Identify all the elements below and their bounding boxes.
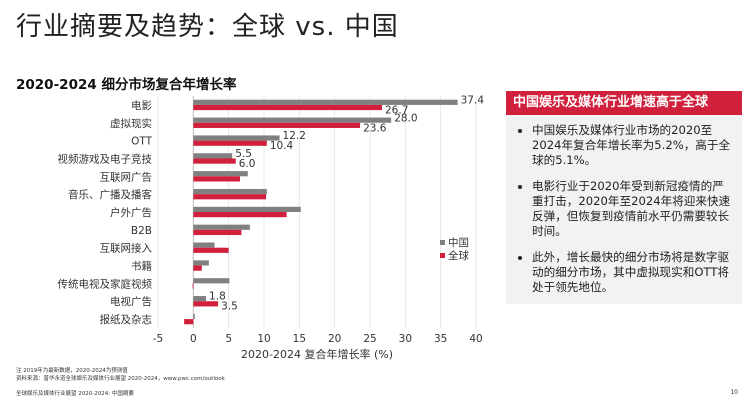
data-label: 12.2 — [283, 130, 306, 142]
category-label: 视频游戏及电子竞技 — [58, 152, 153, 165]
data-label: 23.6 — [363, 122, 387, 134]
bar-china — [193, 188, 267, 195]
page-title: 行业摘要及趋势：全球 vs. 中国 — [16, 12, 399, 42]
category-label: 互联网广告 — [100, 170, 153, 183]
bar-global — [193, 104, 383, 111]
data-label: 3.5 — [221, 301, 238, 313]
category-label: 电视广告 — [110, 295, 152, 308]
category-label: 电影 — [131, 99, 152, 112]
panel-bullet: 电影行业于2020年受到新冠疫情的严重打击，2020年至2024年将迎来快速反弹… — [532, 179, 734, 239]
data-label: 10.4 — [270, 140, 294, 152]
category-label: 传统电视及家庭视频 — [58, 277, 153, 290]
bar-china — [193, 206, 301, 212]
bar-global — [193, 212, 287, 218]
category-label: 户外广告 — [110, 206, 152, 219]
bar-global — [193, 194, 267, 200]
panel-bullet-list: 中国娱乐及媒体行业市场的2020至2024年复合年增长率为5.2%，高于全球的5… — [506, 123, 742, 295]
panel-heading: 中国娱乐及媒体行业增速高于全球 — [506, 91, 742, 115]
category-label: B2B — [131, 225, 152, 237]
legend-label: 中国 — [448, 236, 469, 249]
category-label: 书籍 — [131, 260, 152, 273]
bar-china — [193, 117, 392, 123]
bar-china — [193, 99, 458, 105]
legend-swatch-china — [440, 240, 445, 245]
x-tick-label: 25 — [363, 333, 376, 345]
bar-global — [193, 229, 242, 236]
x-axis-label: 2020-2024 复合年增长率 (%) — [241, 347, 393, 361]
data-label: 1.8 — [209, 291, 226, 303]
data-label: 6.0 — [239, 158, 256, 170]
bar-china — [193, 313, 195, 320]
x-tick-label: 30 — [399, 333, 412, 345]
legend-label: 全球 — [448, 249, 469, 262]
x-tick-label: 15 — [293, 333, 306, 345]
panel-bullet: 中国娱乐及媒体行业市场的2020至2024年复合年增长率为5.2%，高于全球的5… — [532, 123, 734, 168]
bar-china — [193, 278, 230, 284]
bar-global — [193, 158, 236, 164]
bar-global — [193, 265, 202, 271]
bar-global — [192, 283, 194, 289]
data-label: 26.7 — [385, 104, 408, 116]
x-tick-label: 35 — [434, 333, 447, 345]
bar-global — [193, 140, 267, 146]
category-label: 虚拟现实 — [110, 117, 152, 130]
category-label: 报纸及杂志 — [100, 313, 153, 326]
bar-china — [193, 260, 209, 266]
x-tick-label: 20 — [328, 333, 341, 345]
chart-title: 2020-2024 细分市场复合年增长率 — [16, 77, 237, 93]
bar-global — [193, 176, 240, 182]
footnote-note: 注 2019年为最新数据，2020-2024为预测值 — [16, 368, 128, 374]
bar-china — [193, 135, 280, 141]
data-label: 5.5 — [235, 148, 252, 160]
bar-global — [193, 301, 219, 307]
x-tick-label: 0 — [190, 333, 197, 345]
bar-china — [193, 224, 250, 230]
bar-china — [193, 242, 215, 248]
panel-bullet: 此外，增长最快的细分市场将是数字驱动的细分市场，其中虚拟现实和OTT将处于领先地… — [532, 250, 734, 295]
bar-global — [193, 122, 361, 128]
x-tick-label: 40 — [469, 333, 482, 345]
x-tick-label: -5 — [153, 333, 163, 345]
category-label: OTT — [131, 136, 152, 148]
category-label: 互联网接入 — [100, 242, 153, 255]
data-label: 28.0 — [394, 112, 417, 124]
legend-swatch-global — [440, 253, 445, 258]
page-number: 10 — [730, 389, 738, 396]
bar-china — [193, 171, 248, 177]
x-tick-label: 10 — [257, 333, 270, 345]
bar-china — [193, 296, 207, 302]
data-label: 37.4 — [461, 94, 485, 106]
footnote-source: 资料来源：普华永道全球娱乐及媒体行业展望 2020-2024，www.pwc.c… — [16, 376, 225, 382]
bar-china — [193, 153, 233, 159]
x-tick-label: 5 — [225, 333, 232, 345]
bar-global — [193, 247, 229, 253]
insight-panel: 中国娱乐及媒体行业增速高于全球 中国娱乐及媒体行业市场的2020至2024年复合… — [506, 91, 742, 304]
category-label: 音乐、广播及播客 — [68, 188, 152, 201]
footer-doc-title: 全球娱乐及媒体行业展望 2020-2024: 中国摘要 — [16, 391, 134, 397]
bar-global — [184, 319, 194, 325]
